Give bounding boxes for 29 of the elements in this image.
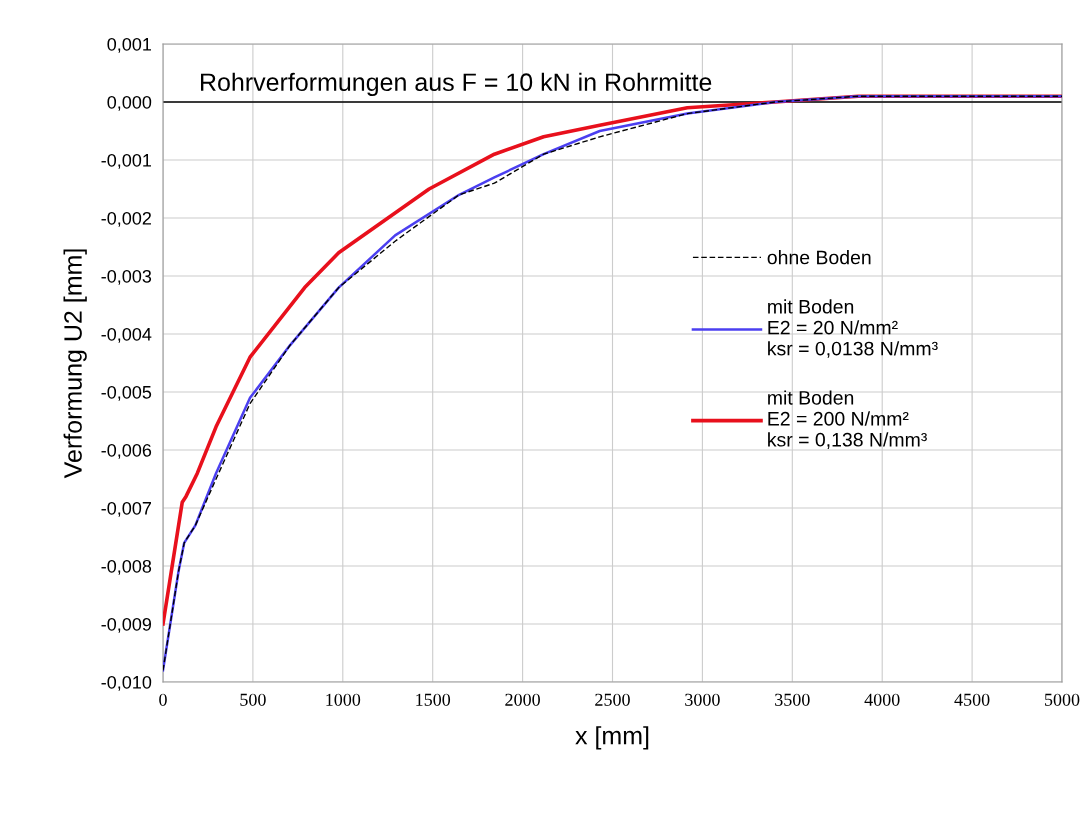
x-tick-label: 2500 (595, 693, 630, 706)
legend-label: mit Boden E2 = 20 N/mm² ksr = 0,0138 N/mm³ (768, 299, 938, 358)
y-tick-label: -0,008 (101, 559, 152, 575)
y-tick-label: 0,000 (107, 95, 152, 111)
y-tick-label: -0,009 (101, 617, 152, 633)
x-axis-title: x [mm] (575, 726, 649, 750)
y-tick-label: -0,002 (101, 211, 151, 227)
x-tick-label: 1500 (416, 693, 451, 706)
x-tick-label: 1000 (326, 693, 361, 706)
y-axis-title: Verformung U2 [mm] (63, 249, 87, 479)
y-tick-label: -0,004 (101, 327, 152, 343)
text: Rohrverformungen aus F = 10 kN in Rohrmitte (201, 72, 712, 97)
y-tick-label: -0,006 (101, 443, 152, 459)
x-tick-label: 4000 (864, 693, 900, 706)
y-tick-label: -0,001 (101, 153, 152, 169)
y-tick-label: 0,001 (107, 37, 152, 53)
x-tick-label: 3500 (775, 693, 810, 706)
x-tick-label: 3000 (685, 693, 720, 706)
legend-label: mit Boden E2 = 200 N/mm² ksr = 0,138 N/mm³ (768, 390, 927, 449)
x-tick-label: 2000 (505, 693, 540, 706)
y-tick-label: -0,010 (101, 675, 152, 691)
y-tick-label: -0,007 (101, 501, 151, 517)
x-tick-label: 0 (159, 693, 167, 706)
x-tick-label: 500 (240, 693, 266, 706)
y-tick-label: -0,005 (101, 385, 152, 401)
x-tick-label: 4500 (954, 693, 990, 706)
legend-label: ohne Boden (767, 250, 871, 265)
x-tick-label: 5000 (1044, 693, 1080, 706)
y-tick-label: -0,003 (101, 269, 152, 285)
